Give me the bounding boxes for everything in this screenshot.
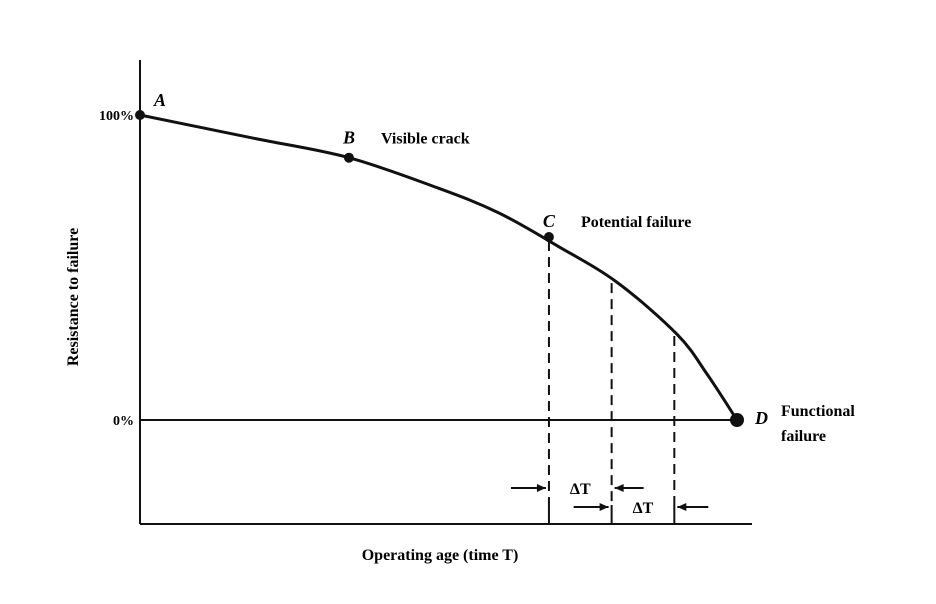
x-axis-label: Operating age (time T) xyxy=(362,547,519,564)
interval-2-label: ΔT xyxy=(633,500,654,517)
point-d-letter: D xyxy=(754,408,768,428)
curve-points: A B Visible crack C Potential failure D Functi… xyxy=(135,90,855,445)
point-c-letter: C xyxy=(543,211,556,231)
axes xyxy=(139,60,752,525)
interval-1-right-arrow-head xyxy=(614,484,624,492)
point-b-annotation: Visible crack xyxy=(381,131,470,148)
point-c xyxy=(543,232,554,242)
point-a-letter: A xyxy=(153,90,166,110)
point-d-annotation: Functional failure xyxy=(781,403,855,445)
point-a xyxy=(135,110,145,120)
y-tick-label-0: 0% xyxy=(113,414,134,429)
y-axis-label: Resistance to failure xyxy=(65,228,82,366)
interval-2-left-arrow-head xyxy=(599,503,609,511)
interval-markers: ΔT ΔT xyxy=(510,481,709,517)
dashed-reference-lines xyxy=(547,241,676,524)
interval-2-right-arrow-head xyxy=(677,503,687,511)
point-d xyxy=(730,413,744,427)
interval-1-label: ΔT xyxy=(570,481,591,498)
point-b-letter: B xyxy=(342,128,355,148)
point-b xyxy=(343,152,354,163)
y-tick-labels: 100% 0% xyxy=(99,109,134,429)
interval-1-left-arrow-head xyxy=(536,484,546,492)
point-c-annotation: Potential failure xyxy=(581,214,691,231)
resistance-curve xyxy=(139,113,739,421)
y-tick-label-100: 100% xyxy=(99,109,134,124)
